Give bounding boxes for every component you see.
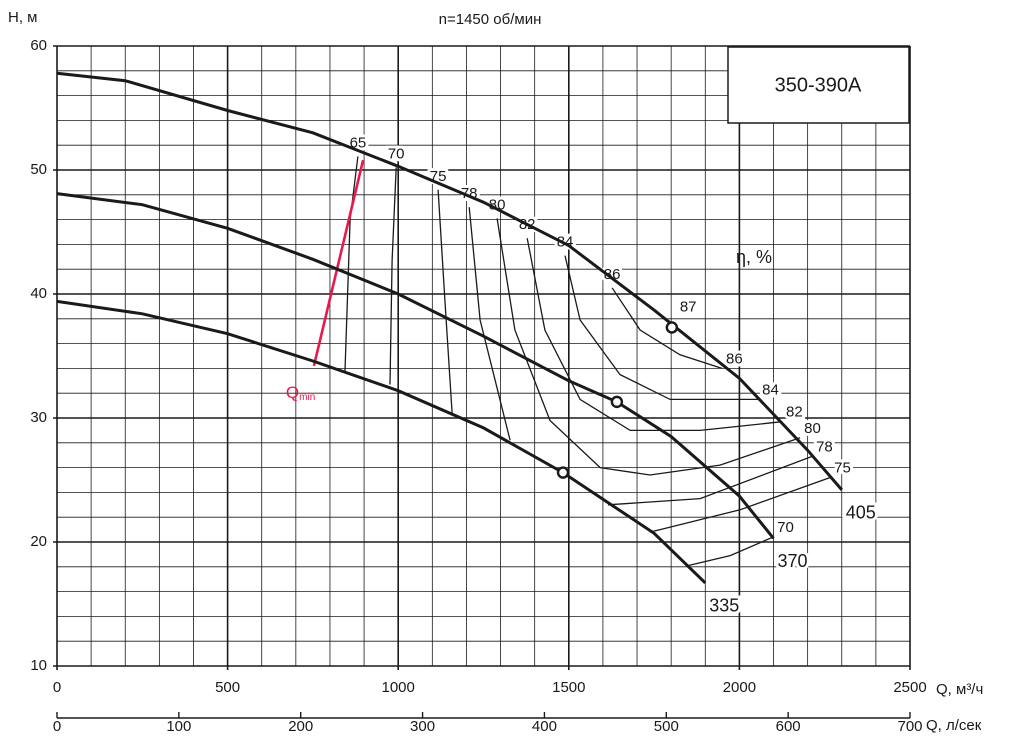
- efficiency-max-value: 87: [680, 298, 697, 315]
- x2-tick-label: 100: [166, 718, 191, 735]
- curve-label: 370: [778, 551, 808, 571]
- x2-tick-label: 700: [897, 718, 922, 735]
- model-box: [727, 46, 910, 124]
- head-curve: [56, 192, 775, 540]
- y-axis-label: H, м: [8, 9, 37, 26]
- x-tick-label: 0: [53, 679, 61, 696]
- efficiency-curve: [389, 167, 774, 567]
- model-name: 350-390A: [775, 74, 862, 96]
- efficiency-value: 78: [816, 438, 833, 455]
- x2-tick-label: 300: [410, 718, 435, 735]
- x2-tick-label: 400: [532, 718, 557, 735]
- efficiency-value: 75: [834, 459, 851, 476]
- x2-axis-label: Q, л/сек: [926, 717, 982, 734]
- efficiency-value: 86: [604, 266, 621, 283]
- efficiency-value: 84: [762, 381, 779, 398]
- x-tick-label: 2000: [723, 679, 756, 696]
- efficiency-value: 70: [777, 519, 794, 536]
- y-tick-label: 30: [30, 409, 47, 426]
- y-tick-label: 20: [30, 533, 47, 550]
- best-efficiency-point: [556, 466, 570, 479]
- efficiency-value: 70: [388, 145, 405, 162]
- efficiency-label: η, %: [736, 247, 772, 267]
- qmin-line: [312, 159, 365, 367]
- efficiency-curve: [468, 207, 813, 506]
- efficiency-curve: [437, 189, 831, 533]
- efficiency-value: 86: [726, 350, 743, 367]
- chart-title: n=1450 об/мин: [439, 11, 542, 28]
- x2-tick-label: 0: [53, 718, 61, 735]
- head-curve: [56, 299, 707, 584]
- y-tick-label: 10: [30, 657, 47, 674]
- x2-tick-label: 500: [654, 718, 679, 735]
- qmin-label: Qmin: [286, 383, 315, 402]
- x-axis-label: Q, м³/ч: [936, 681, 983, 698]
- best-efficiency-point: [665, 321, 679, 334]
- efficiency-value: 82: [786, 404, 803, 421]
- x2-tick-label: 600: [776, 718, 801, 735]
- head-curve: [56, 71, 843, 491]
- x-tick-label: 1500: [552, 679, 585, 696]
- qmin-label-main: Q: [286, 383, 299, 402]
- efficiency-value: 80: [804, 420, 821, 437]
- y-tick-label: 40: [30, 285, 47, 302]
- efficiency-curve: [496, 218, 801, 476]
- y-tick-label: 50: [30, 161, 47, 178]
- x-tick-label: 2500: [893, 679, 926, 696]
- qmin-label-sub: min: [299, 392, 315, 403]
- x2-tick-label: 200: [288, 718, 313, 735]
- efficiency-curve: [611, 287, 723, 370]
- efficiency-curve: [564, 255, 759, 401]
- x-tick-label: 1000: [382, 679, 415, 696]
- curve-label: 405: [846, 503, 876, 523]
- y-tick-label: 60: [30, 37, 47, 54]
- efficiency-curve: [526, 238, 783, 432]
- curve-label: 335: [709, 596, 739, 616]
- best-efficiency-point: [610, 395, 624, 409]
- x-tick-label: 500: [215, 679, 240, 696]
